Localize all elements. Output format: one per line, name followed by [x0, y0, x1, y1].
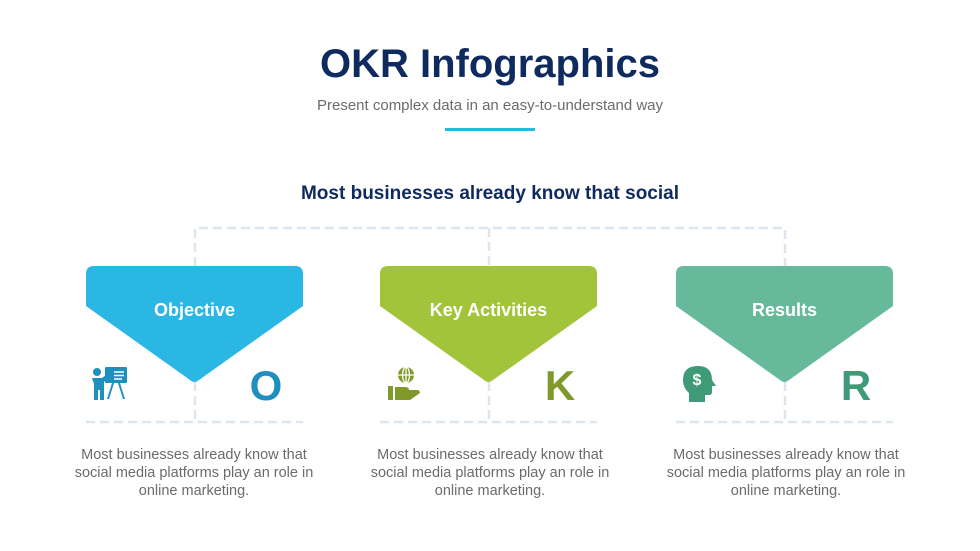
- dollar-head-icon: $: [683, 366, 716, 402]
- card-label: Results: [751, 300, 818, 320]
- card-results: Results $ R: [676, 266, 893, 426]
- card-label: Objective: [153, 300, 236, 320]
- globe-hand-icon: [388, 366, 420, 400]
- card-key-activities: Key Activities K: [380, 266, 597, 426]
- card-shape: [380, 266, 597, 382]
- objective-description: Most businesses already know that social…: [74, 447, 314, 499]
- svg-text:$: $: [693, 372, 702, 389]
- card-shape: [676, 266, 893, 382]
- title-underline: [445, 128, 535, 131]
- card-letter: O: [249, 362, 283, 409]
- presentation-icon: [92, 367, 127, 400]
- card-letter: K: [544, 362, 576, 409]
- page-title: OKR Infographics: [319, 42, 661, 86]
- key-activities-description: Most businesses already know that social…: [370, 447, 610, 499]
- section-heading: Most businesses already know that social: [300, 183, 679, 204]
- card-objective: Objective O: [86, 266, 303, 426]
- card-shape: [86, 266, 303, 382]
- card-label: Key Activities: [429, 300, 548, 320]
- card-letter: R: [840, 362, 872, 409]
- results-description: Most businesses already know that social…: [666, 447, 906, 499]
- page-subtitle: Present complex data in an easy-to-under…: [316, 97, 664, 114]
